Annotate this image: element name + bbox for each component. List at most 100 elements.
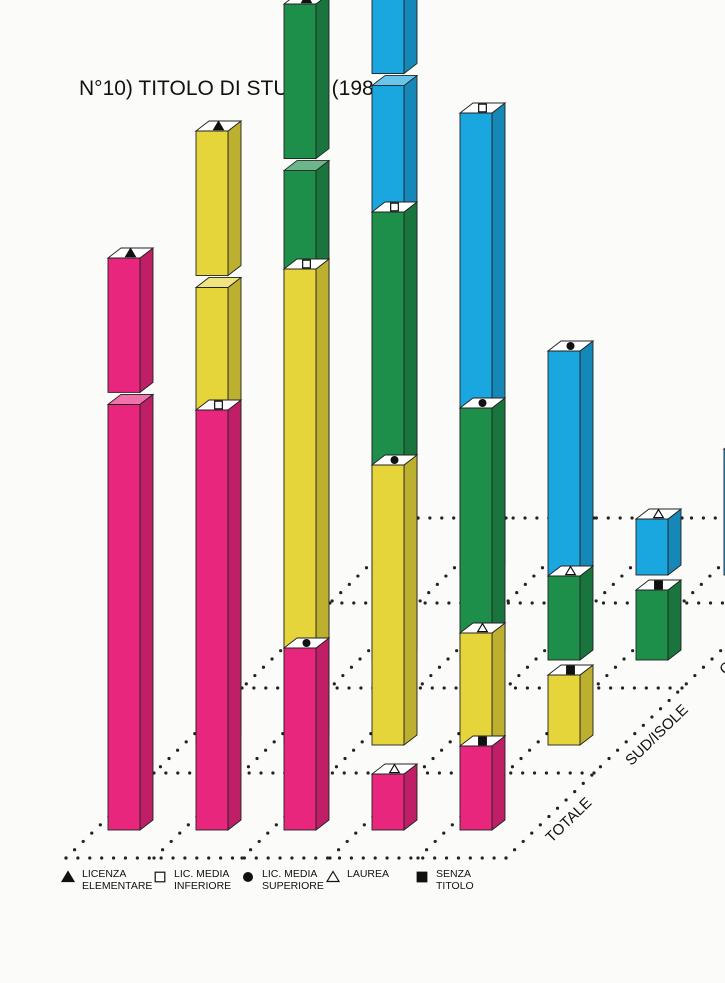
- grid-dot: [352, 601, 356, 605]
- grid-dot: [616, 748, 620, 752]
- grid-dot: [429, 673, 433, 678]
- grid-dot: [530, 831, 534, 835]
- bar-sud-isole-4: [546, 664, 595, 746]
- square-filled-icon: [416, 871, 428, 883]
- grid-dot: [176, 771, 180, 775]
- grid-dot: [255, 756, 259, 761]
- grid-dot: [625, 601, 629, 605]
- grid-dot: [525, 665, 530, 669]
- grid-dot: [367, 649, 371, 653]
- grid-dot: [416, 856, 420, 860]
- grid-dot: [609, 686, 613, 690]
- bar-segment: [282, 0, 330, 160]
- grid-dot: [195, 856, 199, 860]
- grid-dot: [596, 682, 600, 686]
- grid-dot: [207, 856, 211, 860]
- grid-dot: [510, 765, 515, 769]
- bar-segment: [546, 565, 595, 661]
- grid-dot: [159, 856, 163, 860]
- circle-filled-icon: [302, 639, 311, 647]
- grid-dot: [418, 686, 422, 690]
- grid-dot: [667, 698, 671, 703]
- grid-dot: [519, 756, 523, 761]
- square-filled-icon: [566, 665, 575, 675]
- grid-dot: [708, 601, 713, 605]
- grid-dot: [362, 823, 366, 827]
- grid-dot: [435, 601, 439, 605]
- grid-dot: [184, 740, 188, 744]
- triangle-open-icon: [476, 622, 489, 633]
- grid-dot: [506, 599, 510, 603]
- grid-dot: [152, 856, 156, 860]
- grid-dot: [537, 686, 541, 690]
- grid-dot: [342, 771, 346, 775]
- grid-dot: [532, 771, 537, 775]
- grid-dot: [532, 574, 536, 578]
- grid-dot: [343, 756, 347, 761]
- grid-dot: [442, 686, 446, 690]
- grid-dot: [713, 516, 717, 520]
- grid-dot: [270, 657, 274, 661]
- legend-text: TITOLO: [436, 880, 474, 892]
- grid-dot: [261, 665, 266, 669]
- grid-dot: [530, 601, 534, 605]
- grid-dot: [693, 673, 697, 678]
- bar-segment: [371, 0, 418, 75]
- grid-dot: [81, 839, 85, 844]
- grid-dot: [358, 657, 362, 661]
- grid-dot: [668, 686, 672, 690]
- bar-totale-4: [458, 735, 507, 831]
- grid-dot: [605, 673, 609, 678]
- grid-dot: [218, 856, 223, 860]
- grid-dot: [111, 856, 116, 860]
- grid-dot: [409, 856, 413, 860]
- grid-dot: [442, 831, 446, 835]
- square-open-icon: [214, 400, 223, 410]
- grid-dot: [564, 798, 568, 802]
- grid-dot: [650, 715, 654, 719]
- bar-segment: [370, 454, 419, 746]
- grid-dot: [345, 839, 349, 844]
- triangle-filled-icon: [300, 0, 313, 4]
- square-open-icon: [390, 202, 399, 212]
- grid-dot: [508, 682, 512, 686]
- grid-dot: [147, 856, 151, 860]
- grid-dot: [450, 823, 454, 827]
- grid-dot: [509, 771, 513, 775]
- grid-dot: [364, 566, 369, 570]
- grid-dot: [264, 686, 268, 690]
- grid-dot: [523, 516, 527, 520]
- legend-text: LICENZA: [82, 868, 126, 880]
- grid-dot: [361, 856, 365, 860]
- grid-dot: [540, 566, 545, 570]
- legend-text: LIC. MEDIA: [262, 868, 317, 880]
- grid-dot: [622, 657, 626, 661]
- bar-segment: [106, 393, 155, 831]
- grid-dot: [630, 516, 634, 520]
- grid-dot: [644, 686, 648, 690]
- bar-segment: [106, 247, 155, 394]
- grid-dot: [511, 516, 515, 520]
- grid-dot: [437, 771, 442, 775]
- grid-dot: [613, 601, 618, 605]
- grid-dot: [454, 686, 458, 690]
- grid-dot: [452, 516, 456, 520]
- grid-dot: [423, 601, 427, 605]
- grid-dot: [257, 839, 261, 844]
- legend-text: LIC. MEDIA: [174, 868, 229, 880]
- grid-dot: [719, 649, 723, 653]
- circle-filled-icon: [566, 342, 575, 350]
- grid-dot: [444, 856, 449, 860]
- grid-dot: [594, 599, 598, 603]
- grid-dot: [373, 856, 377, 860]
- grid-dot: [276, 686, 280, 690]
- grid-dot: [701, 665, 706, 669]
- grid-dot: [347, 582, 351, 586]
- circle-filled-icon: [478, 399, 487, 407]
- grid-dot: [433, 856, 437, 860]
- bar-segment: [194, 399, 243, 831]
- grid-dot: [278, 856, 282, 860]
- grid-dot: [701, 516, 706, 520]
